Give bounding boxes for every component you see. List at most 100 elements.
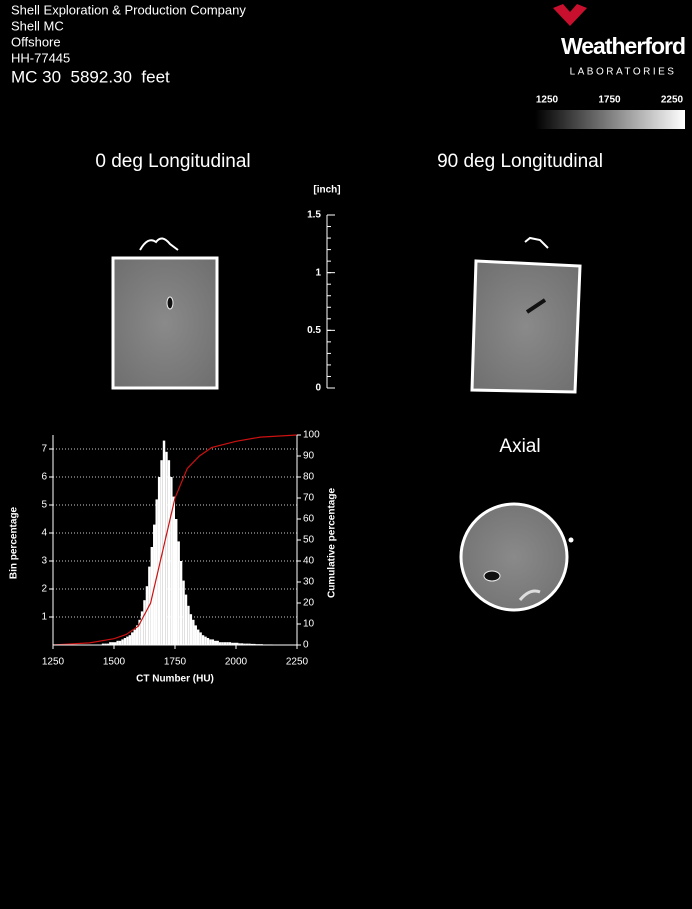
bar <box>187 605 190 645</box>
bar <box>123 638 127 645</box>
cumulative-line <box>52 434 298 646</box>
depth: MC 30 5892.30 feet <box>11 67 170 86</box>
bar <box>165 451 168 645</box>
bar <box>126 636 129 645</box>
bar <box>228 642 232 645</box>
y2-tick-label: 50 <box>303 535 315 546</box>
bar <box>253 643 256 645</box>
bar <box>223 642 227 645</box>
bar <box>194 625 197 645</box>
y2-tick-label: 20 <box>303 598 315 609</box>
y-tick-label: 6 <box>41 472 47 483</box>
header-line: HH-77445 <box>11 50 70 65</box>
y2-tick-label: 80 <box>303 472 315 483</box>
bar <box>192 619 195 645</box>
bar <box>184 594 188 645</box>
x-tick-label: 2250 <box>286 657 309 668</box>
core-image <box>459 502 569 612</box>
y2-tick-label: 100 <box>303 430 320 441</box>
bar <box>199 632 202 645</box>
pore <box>483 570 501 582</box>
bar <box>167 460 171 645</box>
scale-unit: [inch] <box>313 185 340 196</box>
logo-sub: LABORATORIES <box>570 67 677 78</box>
y-tick-label: 4 <box>41 528 47 539</box>
x-tick-label: 1500 <box>103 657 126 668</box>
bar <box>160 460 163 645</box>
bar <box>131 632 134 645</box>
bar <box>114 642 117 645</box>
bar <box>189 614 193 645</box>
bar <box>128 635 132 645</box>
colorbar <box>535 110 685 129</box>
y2-tick-label: 90 <box>303 451 315 462</box>
bar <box>109 642 112 645</box>
bar <box>248 643 251 645</box>
bar <box>172 496 175 645</box>
bar <box>209 639 212 645</box>
x-tick-label: 1750 <box>164 657 187 668</box>
bar <box>145 586 149 645</box>
x-tick-label: 1250 <box>42 657 65 668</box>
bar <box>121 639 124 645</box>
y-tick-label: 2 <box>41 584 47 595</box>
bar <box>218 642 222 645</box>
bar <box>175 519 178 645</box>
bar <box>243 643 246 645</box>
x-tick-label: 2000 <box>225 657 248 668</box>
bar <box>250 643 254 645</box>
bar <box>104 643 107 645</box>
bar <box>182 580 185 645</box>
bar <box>206 638 210 645</box>
bar <box>196 629 200 645</box>
y-axis-label: Bin percentage <box>9 506 20 579</box>
bar <box>231 642 234 645</box>
image-title: 0 deg Longitudinal <box>95 151 250 172</box>
pore <box>518 589 541 601</box>
bar <box>233 642 236 645</box>
x-axis-label: CT Number (HU) <box>136 674 214 685</box>
scale-label: 1 <box>315 267 321 278</box>
scale-label: 0.5 <box>307 325 321 336</box>
colorbar-label: 1750 <box>598 95 621 106</box>
colorbar-label: 1250 <box>536 95 559 106</box>
bar <box>245 643 249 645</box>
bar <box>240 643 244 645</box>
y2-tick-label: 10 <box>303 619 315 630</box>
bar <box>177 541 180 645</box>
bar <box>216 640 219 645</box>
header-line: Shell Exploration & Production Company <box>11 2 246 17</box>
bar <box>155 499 158 645</box>
y2-tick-label: 60 <box>303 514 315 525</box>
pore <box>525 298 547 314</box>
y-tick-label: 3 <box>41 556 47 567</box>
y-tick-label: 7 <box>41 444 47 455</box>
logo-mark <box>553 4 587 26</box>
logo: Weatherford LABORATORIES <box>553 4 686 78</box>
bar <box>201 635 205 645</box>
image-title: 90 deg Longitudinal <box>437 151 603 172</box>
bar <box>133 629 136 645</box>
logo-name: Weatherford <box>561 33 685 59</box>
y2-tick-label: 40 <box>303 556 315 567</box>
bar <box>118 640 122 645</box>
y2-tick-label: 0 <box>303 640 309 651</box>
bar <box>226 642 229 645</box>
y-tick-label: 1 <box>41 612 47 623</box>
scale-label: 1.5 <box>307 210 321 221</box>
debris <box>524 236 549 249</box>
core-image <box>111 256 219 390</box>
scale-label: 0 <box>315 383 321 394</box>
bar <box>157 477 161 645</box>
bar <box>106 643 110 645</box>
bar <box>138 619 141 645</box>
header-line: Offshore <box>11 34 61 49</box>
bar <box>211 639 215 645</box>
y2-tick-label: 70 <box>303 493 315 504</box>
y2-axis-label: Cumulative percentage <box>327 488 338 598</box>
debris <box>568 537 574 543</box>
pore <box>166 296 174 310</box>
bar <box>204 636 207 645</box>
